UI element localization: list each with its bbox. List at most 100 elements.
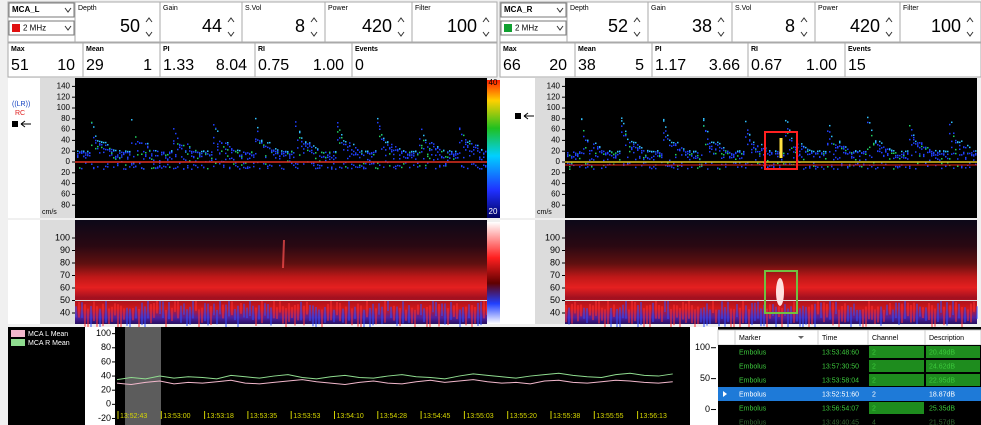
mmode-texture (303, 306, 305, 326)
spectrum-speckle (719, 143, 721, 145)
spectrum-speckle (853, 151, 855, 153)
mmode-texture (925, 307, 927, 320)
spectrum-speckle (429, 148, 431, 150)
mmode-texture (375, 308, 377, 324)
mmode-texture (411, 308, 413, 324)
spectrum-speckle (781, 159, 783, 161)
mmode-texture (691, 305, 693, 323)
spectrum-speckle (185, 159, 187, 161)
spectrum-speckle (689, 152, 691, 154)
spectrum-speckle (775, 151, 777, 153)
mmode-texture (736, 304, 738, 317)
spectrum-speckle (441, 156, 443, 158)
spectrum-speckle (573, 156, 575, 158)
stat-value: 0.67 (751, 57, 782, 74)
mmode-texture (399, 308, 401, 326)
spectrum-speckle (943, 154, 945, 156)
stat-value: 1.33 (163, 57, 194, 74)
spectrum-speckle (175, 133, 177, 135)
spectrum-speckle (751, 143, 753, 145)
spectrum-speckle (947, 154, 949, 156)
spectrum-speckle (961, 140, 963, 142)
spectrum-speckle (479, 158, 481, 160)
spectrum-speckle (353, 164, 355, 166)
spectrum-speckle (105, 145, 107, 147)
spectrum-speckle (461, 140, 463, 142)
spectrum-speckle (719, 150, 721, 152)
mmode-texture (429, 305, 431, 327)
spectrum-speckle (757, 151, 759, 153)
spectrum-speckle (211, 158, 213, 160)
spectrum-speckle (213, 166, 215, 168)
spectrum-speckle (279, 156, 281, 158)
spectrum-speckle (833, 154, 835, 156)
mmode-texture (853, 304, 855, 316)
mmode-texture (850, 307, 852, 329)
spectrum-speckle (219, 152, 221, 154)
mmode-texture (931, 305, 933, 328)
spectrum-speckle (253, 163, 255, 165)
spectrum-speckle (427, 146, 429, 148)
mmode-texture (883, 310, 885, 322)
spectrum-speckle (841, 163, 843, 165)
spectrum-speckle (637, 144, 639, 146)
spectrum-speckle (675, 145, 677, 147)
spectrum-speckle (683, 150, 685, 152)
mmode-texture (327, 304, 329, 321)
stat-value: 0 (355, 57, 364, 74)
mmode-texture (571, 304, 573, 324)
mmode-texture (661, 306, 663, 322)
mmode-texture (447, 308, 449, 325)
spectrum-speckle (421, 145, 423, 147)
spectrum-speckle (443, 150, 445, 152)
spectrum-speckle (177, 166, 179, 168)
y-tick-label: 50 (700, 373, 710, 383)
spectrum-speckle (153, 150, 155, 152)
spectrum-speckle (399, 154, 401, 156)
spectrum-speckle (789, 129, 791, 131)
mmode-texture (637, 305, 639, 328)
spectrum-speckle (453, 158, 455, 160)
spectrum-speckle (613, 154, 615, 156)
spectrum-speckle (585, 140, 587, 142)
mmode-texture (712, 301, 714, 313)
table-cell: 21.57dB (929, 419, 955, 425)
spectrum-speckle (471, 163, 473, 165)
spectrum-speckle (841, 148, 843, 150)
spectrum-speckle (695, 157, 697, 159)
spectrum-speckle (721, 148, 723, 150)
spectrum-speckle (873, 143, 875, 145)
spectrum-speckle (827, 130, 829, 132)
spectrum-speckle (815, 166, 817, 168)
spectrum-speckle (445, 163, 447, 165)
spectrum-speckle (469, 155, 471, 157)
mmode-texture (255, 308, 257, 326)
spectrum-speckle (955, 153, 957, 155)
mmode-texture (745, 305, 747, 323)
spectrum-speckle (331, 157, 333, 159)
spectrum-speckle (593, 159, 595, 161)
stat-label: RI (751, 46, 758, 53)
spectrum-speckle (267, 147, 269, 149)
spectrum-speckle (433, 159, 435, 161)
spectrum-speckle (81, 168, 83, 170)
mmode-texture (291, 307, 293, 318)
spectrum-speckle (877, 167, 879, 169)
spectrum-speckle (567, 154, 569, 156)
spectrum-speckle (411, 152, 413, 154)
spectrum-speckle (751, 149, 753, 151)
mmode-texture (195, 300, 197, 311)
time-label: 13:56:13 (640, 413, 667, 420)
spectrum-speckle (677, 165, 679, 167)
spectrum-speckle (975, 154, 977, 156)
spectrum-speckle (887, 153, 889, 155)
spectrum-speckle (859, 156, 861, 158)
spectrum-speckle (285, 152, 287, 154)
spectrum-speckle (745, 163, 747, 165)
mmode-texture (769, 304, 771, 319)
spectrum-speckle (329, 159, 331, 161)
spectrum-speckle (231, 148, 233, 150)
mmode-texture (934, 309, 936, 327)
spectrum-speckle (877, 144, 879, 146)
spectrum-speckle (335, 151, 337, 153)
